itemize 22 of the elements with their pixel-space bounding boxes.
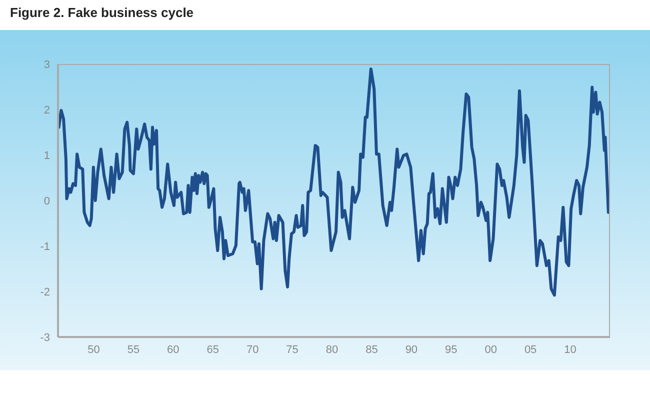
x-tick-label: 05	[524, 344, 537, 356]
y-tick-label: 3	[44, 58, 50, 71]
y-tick-label: -3	[40, 332, 50, 344]
x-tick-label: 70	[246, 344, 259, 356]
x-tick-label: 80	[326, 344, 338, 356]
y-tick-label: 1	[44, 150, 50, 162]
y-tick-label: -2	[40, 286, 50, 298]
y-tick-label: 0	[44, 195, 50, 208]
x-tick-label: 75	[286, 344, 298, 356]
x-tick-label: 10	[564, 344, 576, 356]
line-series	[58, 68, 610, 297]
x-tick-label: 90	[405, 344, 418, 356]
x-tick-label: 55	[127, 344, 140, 356]
chart-title: Figure 2. Fake business cycle	[10, 5, 194, 20]
x-tick-label: 00	[484, 344, 497, 356]
y-tick-label: 2	[44, 104, 50, 116]
x-tick-label: 65	[206, 344, 220, 356]
y-tick-label: -1	[40, 240, 50, 253]
x-tick-label: 85	[366, 344, 378, 356]
x-tick-label: 60	[167, 344, 180, 356]
x-tick-label: 50	[88, 344, 100, 356]
x-tick-label: 95	[445, 344, 458, 356]
